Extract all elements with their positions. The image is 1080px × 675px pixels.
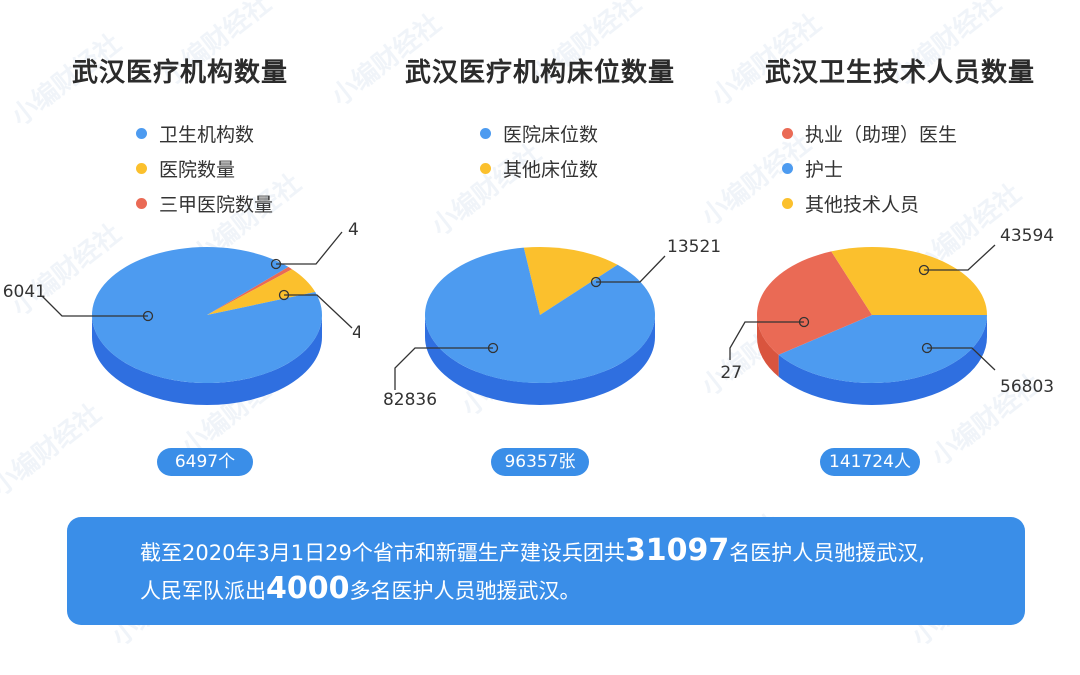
data-label: 13521: [667, 237, 720, 257]
note-highlight-number: 4000: [266, 571, 350, 606]
leader-line: [394, 347, 493, 390]
chart-beds: 武汉医疗机构床位数量 医院床位数 其他床位数 82836 13521 96357张: [360, 0, 720, 500]
chart-legend: 执业（助理）医生 护士 其他技术人员: [782, 116, 957, 221]
chart-title: 武汉卫生技术人员数量: [764, 58, 1035, 88]
leader-dot: [270, 258, 282, 270]
leader-dot: [142, 310, 154, 322]
chart-health-staff: 武汉卫生技术人员数量 执业（助理）医生 护士 其他技术人员 41327 56803…: [720, 0, 1080, 500]
legend-dot-blue: [782, 163, 793, 174]
leader-dot: [921, 342, 933, 354]
note-text: 人民军队派出: [140, 579, 266, 603]
leader-dot: [798, 316, 810, 328]
legend-item: 卫生机构数: [136, 116, 273, 151]
legend-label: 执业（助理）医生: [805, 124, 958, 146]
pie-slice: [757, 251, 872, 355]
chart-title: 武汉医疗机构床位数量: [404, 58, 675, 88]
summary-note: 截至2020年3月1日29个省市和新疆生产建设兵团共31097名医护人员驰援武汉…: [67, 517, 1025, 625]
leader-line: [729, 321, 804, 360]
legend-dot-blue: [480, 128, 491, 139]
chart-medical-institutions: 武汉医疗机构数量 卫生机构数 医院数量 三甲医院数量 6041 407 49 649…: [0, 0, 360, 500]
pie-slice: [207, 269, 316, 315]
note-text: 名医护人员驰援武汉,: [729, 541, 925, 565]
legend-dot-yellow: [480, 163, 491, 174]
leader-line: [276, 231, 343, 265]
leader-line: [41, 295, 148, 317]
pie-slice: [523, 247, 618, 315]
legend-label: 卫生机构数: [159, 124, 255, 146]
pie-slice-side: [757, 315, 779, 377]
pie-slice: [207, 266, 293, 315]
leader-line: [284, 294, 353, 329]
legend-item: 护士: [782, 151, 957, 186]
leader-line: [924, 244, 996, 271]
pie-slice-side: [425, 315, 655, 405]
data-label: 43594: [1000, 226, 1054, 246]
pie-chart-3d: 6041 407 49: [3, 220, 360, 405]
legend-dot-red: [782, 128, 793, 139]
legend-item: 三甲医院数量: [136, 186, 273, 221]
pie-slice-side: [92, 315, 322, 405]
total-badge: 141724人: [820, 448, 920, 476]
data-label: 56803: [1000, 377, 1054, 397]
legend-item: 医院数量: [136, 151, 273, 186]
legend-item: 医院床位数: [480, 116, 598, 151]
legend-dot-yellow: [782, 198, 793, 209]
chart-legend: 卫生机构数 医院数量 三甲医院数量: [136, 116, 273, 221]
total-badge: 96357张: [491, 448, 589, 476]
leader-line: [927, 347, 996, 371]
data-label: 49: [348, 220, 360, 240]
chart-legend: 医院床位数 其他床位数: [480, 116, 598, 186]
leader-dot: [278, 289, 290, 301]
data-label: 82836: [383, 390, 437, 410]
legend-label: 其他技术人员: [805, 194, 920, 216]
pie-slice: [778, 315, 987, 383]
pie-chart-3d: 41327 56803 43594: [720, 226, 1054, 406]
pie-slice: [91, 247, 322, 384]
legend-label: 医院床位数: [503, 124, 599, 146]
note-line-2: 人民军队派出4000多名医护人员驰援武汉。: [140, 571, 1025, 609]
total-badge: 6497个: [157, 448, 253, 476]
pie-chart-3d: 82836 13521: [383, 237, 720, 410]
note-text: 多名医护人员驰援武汉。: [349, 579, 581, 603]
leader-dot: [590, 276, 602, 288]
note-line-1: 截至2020年3月1日29个省市和新疆生产建设兵团共31097名医护人员驰援武汉…: [140, 533, 1025, 571]
leader-dot: [487, 342, 499, 354]
legend-item: 其他技术人员: [782, 186, 957, 221]
note-text: 截至2020年3月1日29个省市和新疆生产建设兵团共: [140, 541, 625, 565]
leader-dot: [918, 264, 930, 276]
chart-title: 武汉医疗机构数量: [71, 58, 288, 88]
legend-item: 其他床位数: [480, 151, 598, 186]
legend-dot-yellow: [136, 163, 147, 174]
data-label: 6041: [3, 282, 46, 302]
legend-dot-red: [136, 198, 147, 209]
pie-slice: [831, 246, 987, 315]
note-highlight-number: 31097: [624, 533, 730, 568]
legend-dot-blue: [136, 128, 147, 139]
legend-label: 其他床位数: [503, 159, 599, 181]
legend-label: 三甲医院数量: [159, 194, 274, 216]
data-label: 41327: [720, 363, 742, 383]
legend-item: 执业（助理）医生: [782, 116, 957, 151]
data-label: 407: [352, 323, 360, 343]
leader-line: [596, 255, 666, 283]
legend-label: 医院数量: [159, 159, 236, 181]
pie-slice-side: [778, 315, 987, 406]
legend-label: 护士: [805, 159, 844, 181]
